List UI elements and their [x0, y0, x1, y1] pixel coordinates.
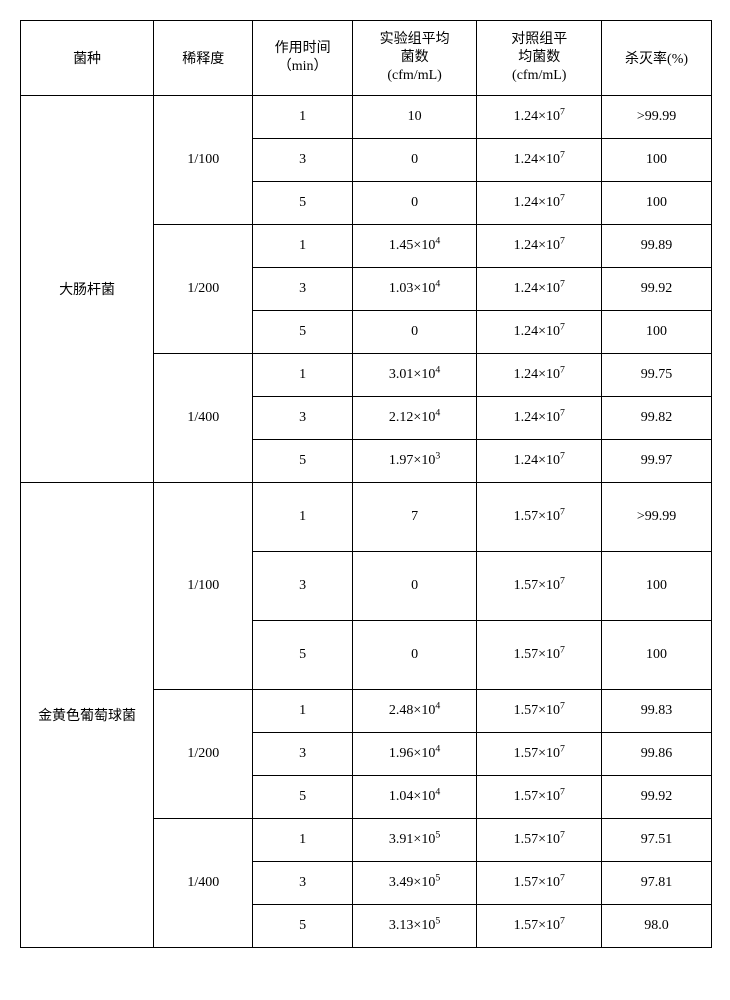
cell-kill-rate: 99.92	[602, 776, 712, 819]
cell-control-count: 1.57×107	[477, 905, 602, 948]
cell-kill-rate: 100	[602, 621, 712, 690]
cell-time: 1	[253, 819, 352, 862]
hdr-ctrl-l1: 对照组平	[511, 32, 567, 47]
cell-experiment-count: 0	[352, 621, 477, 690]
cell-experiment-count: 1.03×104	[352, 268, 477, 311]
cell-time: 1	[253, 483, 352, 552]
cell-time: 3	[253, 397, 352, 440]
cell-control-count: 1.57×107	[477, 552, 602, 621]
cell-kill-rate: 99.89	[602, 225, 712, 268]
cell-time: 1	[253, 225, 352, 268]
cell-kill-rate: 100	[602, 139, 712, 182]
cell-control-count: 1.57×107	[477, 776, 602, 819]
cell-experiment-count: 1.96×104	[352, 733, 477, 776]
hdr-time-l1: 作用时间	[275, 41, 331, 56]
cell-control-count: 1.57×107	[477, 733, 602, 776]
cell-time: 5	[253, 311, 352, 354]
hdr-ctrl-l2: 均菌数	[518, 50, 560, 65]
cell-experiment-count: 1.04×104	[352, 776, 477, 819]
cell-experiment-count: 0	[352, 182, 477, 225]
cell-kill-rate: 99.82	[602, 397, 712, 440]
cell-kill-rate: 100	[602, 552, 712, 621]
cell-dilution: 1/100	[154, 96, 253, 225]
cell-time: 1	[253, 354, 352, 397]
cell-kill-rate: 99.75	[602, 354, 712, 397]
cell-time: 3	[253, 862, 352, 905]
cell-experiment-count: 3.01×104	[352, 354, 477, 397]
hdr-ctrl: 对照组平均菌数 (cfm/mL)	[477, 21, 602, 96]
cell-species: 金黄色葡萄球菌	[21, 483, 154, 948]
cell-dilution: 1/200	[154, 690, 253, 819]
hdr-dilution: 稀释度	[154, 21, 253, 96]
cell-control-count: 1.24×107	[477, 139, 602, 182]
cell-kill-rate: 100	[602, 182, 712, 225]
cell-control-count: 1.24×107	[477, 311, 602, 354]
hdr-time-l2: （min）	[278, 59, 328, 74]
cell-kill-rate: >99.99	[602, 96, 712, 139]
cell-kill-rate: 99.86	[602, 733, 712, 776]
hdr-exp: 实验组平均菌数 (cfm/mL)	[352, 21, 477, 96]
cell-time: 3	[253, 268, 352, 311]
cell-time: 3	[253, 139, 352, 182]
cell-experiment-count: 1.97×103	[352, 440, 477, 483]
cell-experiment-count: 3.49×105	[352, 862, 477, 905]
cell-experiment-count: 10	[352, 96, 477, 139]
table-row: 金黄色葡萄球菌1/100171.57×107>99.99	[21, 483, 712, 552]
cell-kill-rate: 97.81	[602, 862, 712, 905]
cell-time: 5	[253, 776, 352, 819]
cell-time: 5	[253, 905, 352, 948]
hdr-time: 作用时间 （min）	[253, 21, 352, 96]
cell-experiment-count: 7	[352, 483, 477, 552]
cell-time: 5	[253, 440, 352, 483]
cell-time: 5	[253, 621, 352, 690]
hdr-ctrl-l3: (cfm/mL)	[512, 68, 566, 83]
cell-kill-rate: 97.51	[602, 819, 712, 862]
hdr-exp-l1: 实验组平均	[380, 32, 450, 47]
cell-kill-rate: 98.0	[602, 905, 712, 948]
cell-control-count: 1.24×107	[477, 268, 602, 311]
cell-time: 5	[253, 182, 352, 225]
cell-kill-rate: 99.92	[602, 268, 712, 311]
cell-time: 3	[253, 552, 352, 621]
cell-experiment-count: 0	[352, 552, 477, 621]
cell-time: 3	[253, 733, 352, 776]
cell-experiment-count: 0	[352, 139, 477, 182]
cell-experiment-count: 3.91×105	[352, 819, 477, 862]
cell-time: 1	[253, 690, 352, 733]
cell-kill-rate: 99.83	[602, 690, 712, 733]
cell-dilution: 1/100	[154, 483, 253, 690]
cell-control-count: 1.24×107	[477, 397, 602, 440]
cell-control-count: 1.57×107	[477, 690, 602, 733]
cell-control-count: 1.57×107	[477, 621, 602, 690]
cell-experiment-count: 1.45×104	[352, 225, 477, 268]
cell-dilution: 1/400	[154, 354, 253, 483]
cell-control-count: 1.24×107	[477, 440, 602, 483]
cell-experiment-count: 0	[352, 311, 477, 354]
cell-control-count: 1.24×107	[477, 354, 602, 397]
hdr-exp-l2: 菌数	[401, 50, 429, 65]
cell-experiment-count: 2.12×104	[352, 397, 477, 440]
cell-kill-rate: 99.97	[602, 440, 712, 483]
cell-species: 大肠杆菌	[21, 96, 154, 483]
cell-control-count: 1.57×107	[477, 819, 602, 862]
table-body: 大肠杆菌1/1001101.24×107>99.99301.24×1071005…	[21, 96, 712, 948]
hdr-kill: 杀灭率(%)	[602, 21, 712, 96]
cell-experiment-count: 2.48×104	[352, 690, 477, 733]
cell-dilution: 1/200	[154, 225, 253, 354]
cell-dilution: 1/400	[154, 819, 253, 948]
cell-control-count: 1.24×107	[477, 182, 602, 225]
cell-control-count: 1.57×107	[477, 862, 602, 905]
cell-experiment-count: 3.13×105	[352, 905, 477, 948]
cell-time: 1	[253, 96, 352, 139]
cell-control-count: 1.24×107	[477, 225, 602, 268]
cell-kill-rate: 100	[602, 311, 712, 354]
table-row: 大肠杆菌1/1001101.24×107>99.99	[21, 96, 712, 139]
cell-control-count: 1.57×107	[477, 483, 602, 552]
bacteria-kill-rate-table: 菌种 稀释度 作用时间 （min） 实验组平均菌数 (cfm/mL) 对照组平均菌数…	[20, 20, 712, 948]
hdr-species: 菌种	[21, 21, 154, 96]
cell-kill-rate: >99.99	[602, 483, 712, 552]
header-row: 菌种 稀释度 作用时间 （min） 实验组平均菌数 (cfm/mL) 对照组平均菌数…	[21, 21, 712, 96]
cell-control-count: 1.24×107	[477, 96, 602, 139]
hdr-exp-l3: (cfm/mL)	[387, 68, 441, 83]
